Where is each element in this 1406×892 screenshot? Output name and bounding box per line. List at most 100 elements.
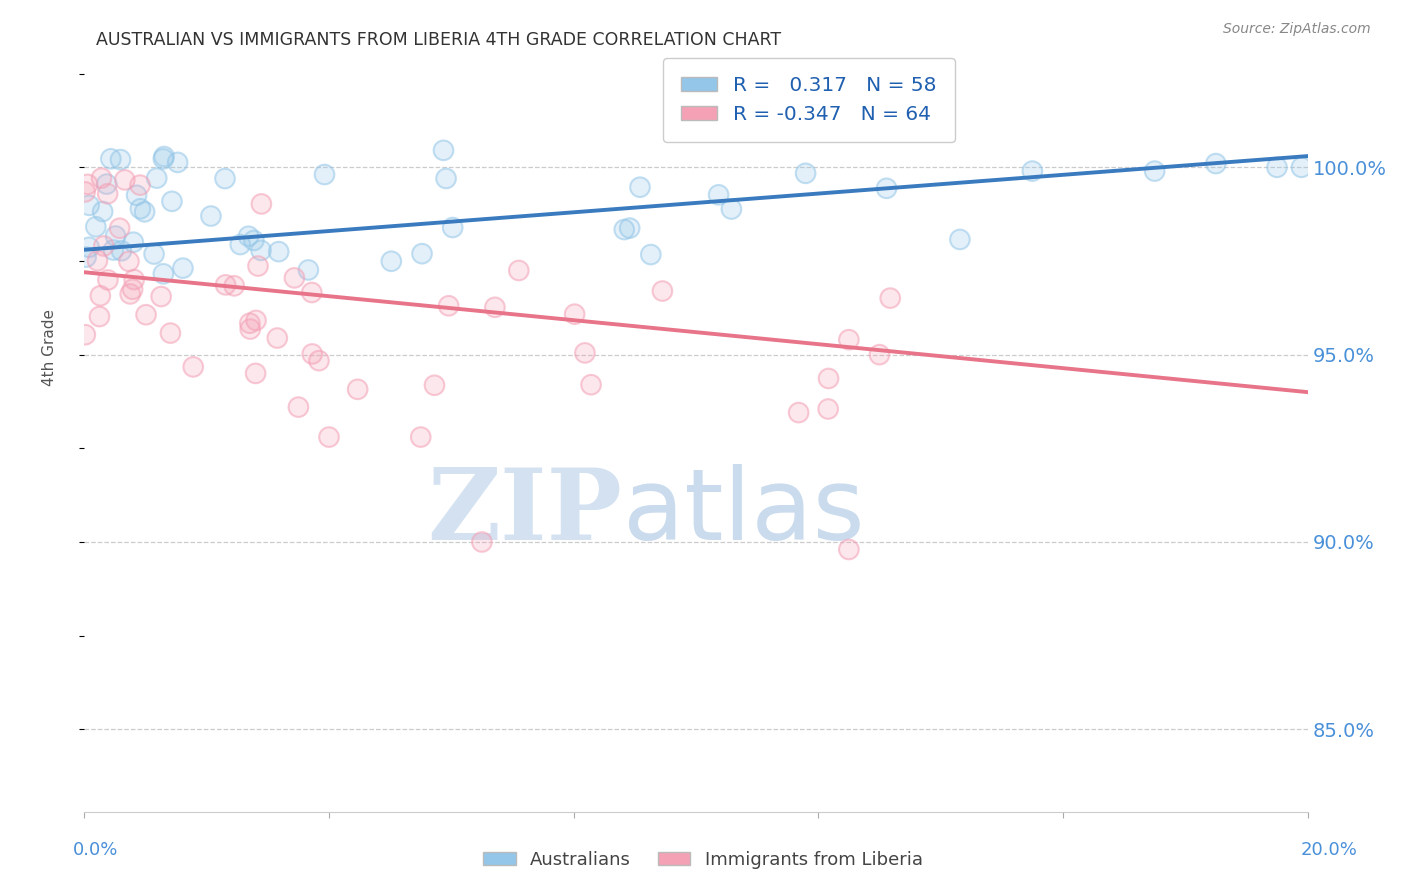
- Point: [250, 197, 273, 211]
- Point: [484, 301, 506, 315]
- Point: [628, 180, 651, 194]
- Point: [1265, 161, 1288, 175]
- Point: [159, 326, 181, 340]
- Point: [838, 542, 860, 557]
- Point: [1291, 161, 1313, 175]
- Point: [437, 299, 460, 313]
- Point: [145, 171, 167, 186]
- Point: [214, 171, 236, 186]
- Point: [579, 377, 602, 392]
- Point: [869, 348, 891, 362]
- Point: [160, 194, 183, 209]
- Point: [628, 180, 651, 194]
- Point: [409, 430, 432, 444]
- Point: [574, 346, 596, 360]
- Point: [122, 272, 145, 286]
- Point: [166, 155, 188, 169]
- Point: [838, 333, 860, 347]
- Point: [200, 209, 222, 223]
- Point: [651, 284, 673, 298]
- Point: [613, 222, 636, 236]
- Point: [214, 277, 236, 292]
- Point: [441, 220, 464, 235]
- Point: [314, 168, 336, 182]
- Point: [434, 171, 457, 186]
- Point: [250, 244, 273, 258]
- Point: [110, 153, 132, 167]
- Point: [308, 353, 330, 368]
- Point: [471, 535, 494, 549]
- Point: [619, 221, 641, 235]
- Point: [100, 152, 122, 166]
- Point: [245, 313, 267, 327]
- Point: [245, 313, 267, 327]
- Point: [794, 166, 817, 180]
- Point: [152, 267, 174, 281]
- Point: [135, 308, 157, 322]
- Point: [129, 178, 152, 193]
- Point: [143, 247, 166, 261]
- Point: [75, 250, 97, 264]
- Point: [949, 232, 972, 246]
- Point: [181, 359, 204, 374]
- Point: [838, 333, 860, 347]
- Point: [104, 229, 127, 244]
- Point: [1143, 164, 1166, 178]
- Point: [129, 178, 152, 193]
- Point: [76, 178, 98, 192]
- Point: [817, 371, 839, 385]
- Point: [152, 267, 174, 281]
- Point: [246, 259, 269, 273]
- Point: [120, 287, 142, 301]
- Point: [75, 185, 97, 199]
- Point: [651, 284, 673, 298]
- Point: [1143, 164, 1166, 178]
- Point: [817, 371, 839, 385]
- Point: [380, 254, 402, 268]
- Point: [434, 171, 457, 186]
- Point: [108, 221, 131, 235]
- Point: [152, 152, 174, 166]
- Point: [172, 261, 194, 276]
- Point: [150, 289, 173, 303]
- Point: [817, 401, 839, 416]
- Point: [876, 181, 898, 195]
- Point: [96, 177, 118, 191]
- Point: [160, 194, 183, 209]
- Legend: R =   0.317   N = 58, R = -0.347   N = 64: R = 0.317 N = 58, R = -0.347 N = 64: [662, 57, 955, 142]
- Point: [301, 285, 323, 300]
- Point: [314, 168, 336, 182]
- Point: [93, 239, 115, 253]
- Point: [720, 202, 742, 216]
- Point: [121, 282, 143, 296]
- Point: [411, 246, 433, 260]
- Point: [75, 327, 97, 342]
- Point: [380, 254, 402, 268]
- Point: [129, 202, 152, 216]
- Point: [77, 240, 100, 254]
- Point: [301, 285, 323, 300]
- Point: [471, 535, 494, 549]
- Point: [287, 400, 309, 414]
- Point: [134, 204, 156, 219]
- Point: [308, 353, 330, 368]
- Point: [613, 222, 636, 236]
- Point: [640, 247, 662, 261]
- Point: [104, 229, 127, 244]
- Point: [245, 367, 267, 381]
- Point: [75, 327, 97, 342]
- Point: [84, 219, 107, 234]
- Point: [876, 181, 898, 195]
- Point: [879, 291, 901, 305]
- Point: [96, 177, 118, 191]
- Point: [181, 359, 204, 374]
- Point: [287, 400, 309, 414]
- Point: [122, 272, 145, 286]
- Text: Source: ZipAtlas.com: Source: ZipAtlas.com: [1223, 22, 1371, 37]
- Point: [150, 289, 173, 303]
- Point: [114, 173, 136, 187]
- Point: [266, 331, 288, 345]
- Point: [283, 271, 305, 285]
- Point: [84, 219, 107, 234]
- Point: [77, 240, 100, 254]
